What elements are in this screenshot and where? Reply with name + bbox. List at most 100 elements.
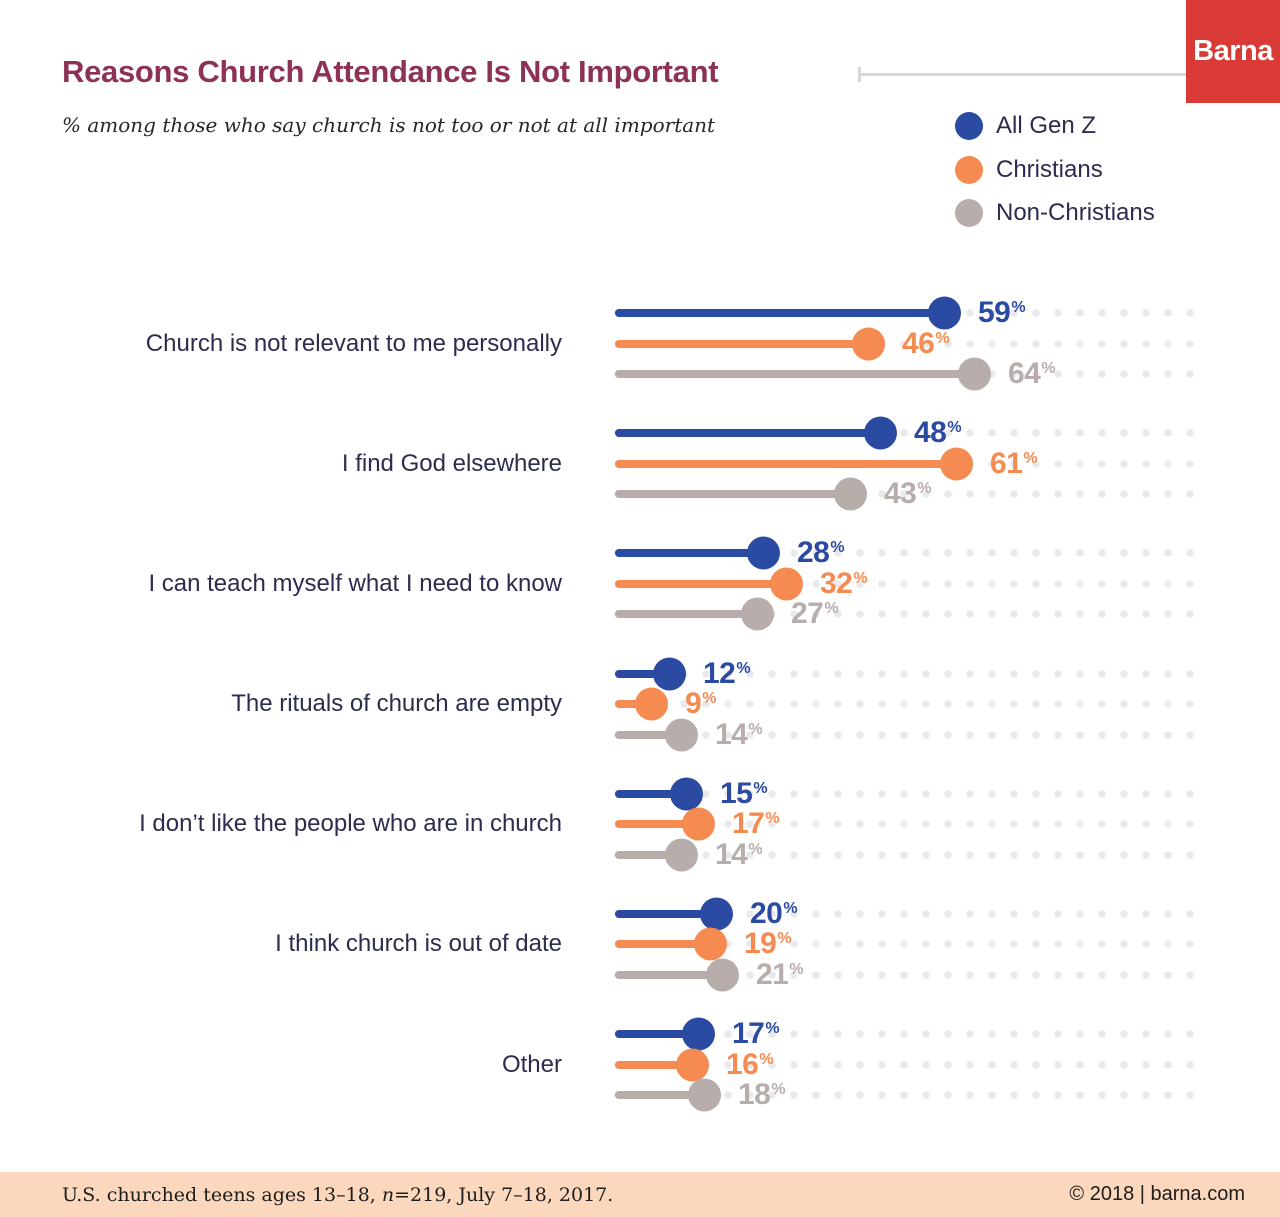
percent-sign: % bbox=[830, 539, 845, 556]
dot-grid-row bbox=[607, 851, 1205, 859]
lollipop-dot bbox=[770, 567, 803, 601]
footer-source-suffix: =219, July 7–18, 2017. bbox=[394, 1183, 614, 1206]
lollipop-dot bbox=[834, 477, 867, 511]
dot-grid-row bbox=[607, 940, 1205, 948]
value-label: 27% bbox=[791, 599, 839, 629]
percent-sign: % bbox=[1023, 450, 1038, 467]
value-label: 12% bbox=[703, 659, 751, 689]
percent-sign: % bbox=[736, 660, 751, 677]
legend-dot-icon bbox=[955, 199, 983, 227]
percent-sign: % bbox=[783, 900, 798, 917]
value-label: 14% bbox=[715, 838, 763, 871]
lollipop-line bbox=[615, 370, 974, 378]
percent-sign: % bbox=[753, 780, 768, 797]
dot-grid-row bbox=[607, 820, 1205, 828]
lollipop-line bbox=[615, 340, 869, 348]
lollipop-dot bbox=[682, 807, 715, 841]
value-number: 48 bbox=[914, 416, 947, 449]
footer-source: U.S. churched teens ages 13–18, n=219, J… bbox=[62, 1184, 613, 1206]
lollipop-dot bbox=[688, 1078, 721, 1112]
lollipop-line bbox=[615, 580, 787, 588]
value-label: 59% bbox=[978, 298, 1026, 328]
value-number: 17 bbox=[732, 807, 765, 840]
percent-sign: % bbox=[748, 841, 763, 858]
value-number: 15 bbox=[720, 777, 753, 810]
value-number: 28 bbox=[797, 536, 830, 569]
category-label: Church is not relevant to me personally bbox=[145, 330, 562, 357]
lollipop-dot bbox=[670, 777, 703, 811]
value-number: 64 bbox=[1008, 357, 1041, 390]
lollipop-dot bbox=[653, 657, 686, 691]
category-label: Other bbox=[501, 1051, 562, 1078]
lollipop-dot bbox=[676, 1048, 709, 1082]
lollipop-line bbox=[615, 549, 763, 557]
value-label: 48% bbox=[914, 416, 962, 449]
legend-item-non-christians: Non-Christians bbox=[955, 199, 1155, 227]
lollipop-line bbox=[615, 700, 652, 708]
value-label: 64% bbox=[1008, 357, 1056, 390]
dot-grid-row bbox=[607, 610, 1205, 618]
footer-source-n: n bbox=[381, 1183, 395, 1206]
value-number: 46 bbox=[902, 327, 935, 360]
value-number: 14 bbox=[715, 838, 748, 871]
lollipop-line bbox=[615, 940, 710, 948]
value-number: 14 bbox=[715, 718, 748, 751]
value-label: 20% bbox=[750, 897, 798, 930]
percent-sign: % bbox=[759, 1051, 774, 1068]
percent-sign: % bbox=[702, 690, 716, 707]
dot-grid-row bbox=[607, 910, 1205, 918]
lollipop-dot bbox=[928, 296, 961, 330]
category-label: I find God elsewhere bbox=[341, 450, 562, 477]
lollipop-line bbox=[615, 429, 880, 437]
barna-logo-text: Barna bbox=[1193, 35, 1273, 67]
dot-grid-row bbox=[607, 429, 1205, 437]
lollipop-dot bbox=[665, 838, 698, 872]
lollipop-dot bbox=[747, 536, 780, 570]
value-label: 15% bbox=[720, 777, 768, 810]
value-label: 61% bbox=[990, 449, 1038, 479]
lollipop-line bbox=[615, 1091, 704, 1099]
percent-sign: % bbox=[771, 1081, 786, 1098]
lollipop-line bbox=[615, 851, 681, 859]
percent-sign: % bbox=[947, 419, 962, 436]
category-label: I don’t like the people who are in churc… bbox=[139, 810, 562, 837]
dot-grid-row bbox=[607, 580, 1205, 588]
dot-grid-row bbox=[607, 1091, 1205, 1099]
dot-grid-row bbox=[607, 549, 1205, 557]
legend-dot-icon bbox=[955, 155, 983, 184]
value-number: 19 bbox=[744, 927, 777, 960]
dot-grid-row bbox=[607, 731, 1205, 739]
percent-sign: % bbox=[789, 961, 804, 978]
footer-copyright: © 2018 | barna.com bbox=[1069, 1183, 1245, 1205]
percent-sign: % bbox=[917, 480, 932, 497]
lollipop-line bbox=[615, 610, 757, 618]
title-rule-tick bbox=[858, 67, 861, 82]
lollipop-line bbox=[615, 1030, 699, 1038]
lollipop-line bbox=[615, 820, 699, 828]
lollipop-dot bbox=[741, 597, 774, 631]
value-number: 21 bbox=[756, 958, 789, 991]
value-label: 17% bbox=[732, 807, 780, 840]
value-label: 28% bbox=[797, 536, 845, 569]
lollipop-line bbox=[615, 490, 851, 498]
value-number: 20 bbox=[750, 897, 783, 930]
dot-grid-row bbox=[607, 490, 1205, 498]
percent-sign: % bbox=[824, 600, 839, 617]
legend-item-all-gen-z: All Gen Z bbox=[955, 112, 1155, 140]
lollipop-dot bbox=[864, 416, 897, 450]
dot-grid-row bbox=[607, 1030, 1205, 1038]
lollipop-dot bbox=[682, 1017, 715, 1051]
value-label: 19% bbox=[744, 927, 792, 960]
dot-grid-row bbox=[607, 670, 1205, 678]
footer: U.S. churched teens ages 13–18, n=219, J… bbox=[0, 1172, 1280, 1217]
legend-dot-icon bbox=[955, 112, 983, 140]
page-title: Reasons Church Attendance Is Not Importa… bbox=[62, 54, 719, 89]
lollipop-dot bbox=[958, 357, 991, 391]
value-label: 21% bbox=[756, 958, 804, 991]
lollipop-dot bbox=[706, 958, 739, 992]
category-label: I think church is out of date bbox=[275, 930, 562, 957]
lollipop-line bbox=[615, 971, 722, 979]
value-number: 16 bbox=[726, 1048, 759, 1081]
